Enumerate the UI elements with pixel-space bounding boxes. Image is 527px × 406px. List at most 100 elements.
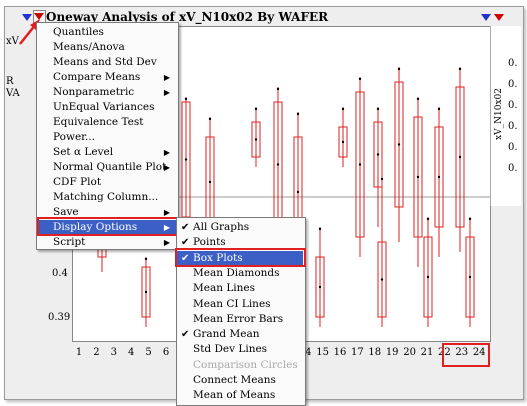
data-point xyxy=(380,278,384,281)
menu-item-label: Normal Quantile Plot xyxy=(53,161,167,173)
side-tick-label: 0. xyxy=(508,121,518,132)
box-plot xyxy=(338,126,348,158)
submenu-item-label: Points xyxy=(193,236,226,249)
submenu-item-points[interactable]: ✔ Points xyxy=(177,235,303,250)
data-point xyxy=(341,107,345,111)
menu-item-script[interactable]: Script ▶ xyxy=(37,235,176,250)
data-point xyxy=(208,180,212,184)
menu-item-save[interactable]: Save ▶ xyxy=(37,205,176,220)
data-point xyxy=(458,155,462,159)
menu-item-matching-column[interactable]: Matching Column... xyxy=(37,190,176,205)
x-tick-label: 18 xyxy=(368,347,382,358)
checkmark-icon: ✔ xyxy=(181,222,190,233)
submenu-item-label: Grand Mean xyxy=(193,328,260,341)
data-point xyxy=(397,143,401,146)
box-plot xyxy=(355,91,365,238)
side-tick-label: 0. xyxy=(508,58,518,69)
submenu-item-all-graphs[interactable]: ✔ All Graphs xyxy=(177,220,303,235)
data-point xyxy=(437,175,441,179)
x-tick-label: 15 xyxy=(316,347,329,358)
menu-item-label: Nonparametric xyxy=(53,86,135,98)
data-point xyxy=(468,275,472,279)
submenu-item-mean-lines[interactable]: Mean Lines xyxy=(177,281,303,296)
x-tick-label: 19 xyxy=(385,347,399,358)
left-fragment-2: VA xyxy=(6,88,20,99)
submenu-arrow-icon: ▶ xyxy=(163,73,170,82)
data-point xyxy=(358,77,362,81)
x-tick-label: 23 xyxy=(455,347,469,358)
box-plot xyxy=(377,241,387,318)
submenu-item-mean-ci-lines[interactable]: Mean CI Lines xyxy=(177,297,303,312)
y-tick-label: 0.4 xyxy=(52,268,68,279)
menu-item-set-level[interactable]: Set α Level ▶ xyxy=(37,145,176,160)
data-point xyxy=(397,67,401,71)
menu-item-unequal-variances[interactable]: UnEqual Variances xyxy=(37,100,176,115)
x-tick-label: 4 xyxy=(128,347,135,358)
data-point xyxy=(276,87,280,91)
submenu-item-label: Std Dev Lines xyxy=(193,343,268,356)
annotation-arrow xyxy=(19,19,40,45)
submenu-item-mean-diamonds[interactable]: Mean Diamonds xyxy=(177,266,303,281)
data-point xyxy=(341,140,345,144)
x-tick-label: 20 xyxy=(403,347,416,358)
x-tick-label: 22 xyxy=(438,347,451,358)
menu-item-label: UnEqual Variances xyxy=(53,101,155,113)
submenu-item-std-dev-lines[interactable]: Std Dev Lines xyxy=(177,342,303,357)
menu-item-label: Matching Column... xyxy=(53,191,159,203)
x-tick-label: 6 xyxy=(162,347,170,358)
y-axis-label-fragment: xV xyxy=(6,36,19,47)
submenu-item-label: Mean of Means xyxy=(193,389,276,402)
data-point xyxy=(208,117,212,121)
red-triangle-icon[interactable] xyxy=(34,13,44,20)
data-point xyxy=(276,163,280,166)
data-point xyxy=(380,177,384,181)
data-point xyxy=(254,138,258,141)
menu-item-compare-means[interactable]: Compare Means ▶ xyxy=(37,70,176,85)
data-point xyxy=(318,285,322,289)
submenu-item-label: Box Plots xyxy=(193,251,243,264)
menu-item-means-anova[interactable]: Means/Anova xyxy=(37,40,176,55)
menu-item-power[interactable]: Power... xyxy=(37,130,176,145)
menu-item-label: Set α Level xyxy=(53,146,114,158)
x-tick-label: 17 xyxy=(351,347,364,358)
menu-item-equivalence-test[interactable]: Equivalence Test xyxy=(37,115,176,130)
data-point xyxy=(184,97,188,101)
submenu-arrow-icon: ▶ xyxy=(163,163,170,172)
submenu-item-label: Comparison Circles xyxy=(193,358,298,371)
submenu-item-mean-error-bars[interactable]: Mean Error Bars xyxy=(177,312,303,327)
x-tick-label: 21 xyxy=(420,347,434,358)
menu-item-means-and-std-dev[interactable]: Means and Std Dev xyxy=(37,55,176,70)
checkmark-icon: ✔ xyxy=(181,252,190,264)
submenu-arrow-icon: ▶ xyxy=(163,238,170,247)
menu-item-cdf-plot[interactable]: CDF Plot xyxy=(37,175,176,190)
box-plot xyxy=(141,266,151,318)
menu-item-label: Display Options xyxy=(53,221,138,233)
menu-item-quantiles[interactable]: Quantiles xyxy=(37,25,176,40)
report-title: Oneway Analysis of xV_N10x02 By WAFER xyxy=(46,10,329,24)
menu-item-display-options[interactable]: Display Options ▶ xyxy=(37,220,176,235)
outline-disclosure-icon[interactable] xyxy=(22,14,32,21)
data-point xyxy=(426,275,430,279)
x-tick-label: 3 xyxy=(110,347,117,358)
side-tick-label: 0. xyxy=(508,142,518,153)
x-tick-label: 24 xyxy=(472,347,486,358)
menu-item-label: Script xyxy=(53,236,86,248)
submenu-item-grand-mean[interactable]: ✔ Grand Mean xyxy=(177,327,303,342)
menu-item-label: Means and Std Dev xyxy=(53,56,157,68)
right-red-triangle-icon[interactable] xyxy=(494,14,504,21)
right-disclosure-icon[interactable] xyxy=(481,14,491,21)
submenu-item-box-plots[interactable]: ✔ Box Plots xyxy=(177,250,303,266)
side-panel xyxy=(490,26,521,206)
data-point xyxy=(296,190,300,194)
submenu-item-label: Mean Error Bars xyxy=(193,312,284,325)
submenu-item-comparison-circles: Comparison Circles xyxy=(177,358,303,373)
menu-item-label: Means/Anova xyxy=(53,41,125,53)
data-point xyxy=(468,217,472,221)
menu-item-normal-quantile-plot[interactable]: Normal Quantile Plot ▶ xyxy=(37,160,176,175)
menu-item-nonparametric[interactable]: Nonparametric ▶ xyxy=(37,85,176,100)
submenu-item-connect-means[interactable]: Connect Means xyxy=(177,373,303,388)
side-tick-label: 0. xyxy=(508,100,518,111)
menu-item-label: Compare Means xyxy=(53,71,141,83)
display-options-submenu: ✔ All Graphs ✔ Points ✔ Box Plots Mean Diamond… xyxy=(176,217,306,406)
submenu-item-mean-of-means[interactable]: Mean of Means xyxy=(177,388,303,403)
